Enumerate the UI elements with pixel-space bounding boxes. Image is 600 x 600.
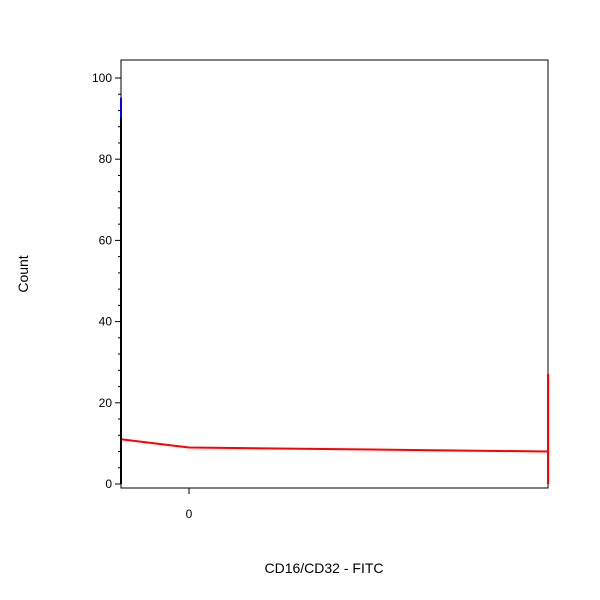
y-tick-label: 40: [99, 315, 113, 329]
x-axis: 0103104105: [186, 488, 600, 521]
y-axis-title: Count: [15, 255, 31, 292]
plot-frame: [121, 60, 548, 488]
y-tick-label: 80: [99, 152, 113, 166]
y-axis: 0 20 40 60 80 100: [92, 71, 121, 491]
y-tick-label: 0: [105, 477, 112, 491]
y-tick-label: 20: [99, 396, 113, 410]
x-tick-label: 0: [186, 507, 193, 521]
y-tick-label: 60: [99, 233, 113, 247]
y-tick-label: 100: [92, 71, 112, 85]
x-axis-title: CD16/CD32 - FITC: [264, 560, 383, 576]
